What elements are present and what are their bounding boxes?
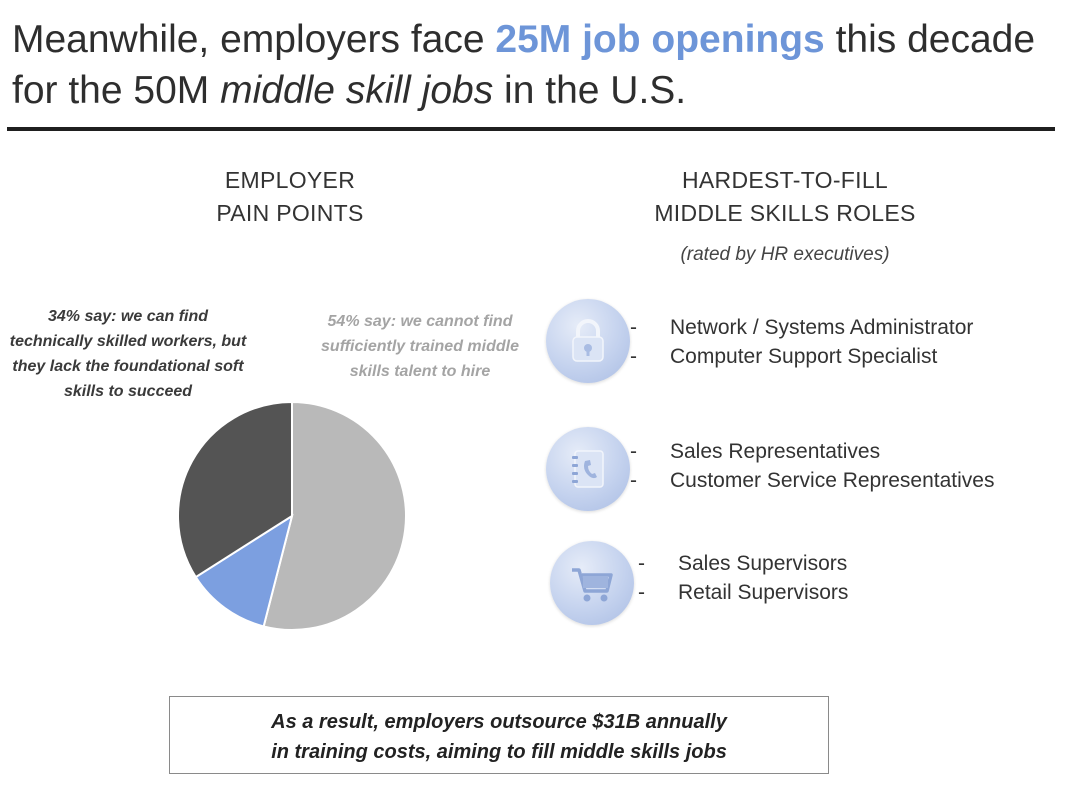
role-item: Customer Service Representatives [630, 466, 994, 495]
pie-slice-cannot-find-trained [262, 400, 407, 631]
role-list-it: Network / Systems Administrator Computer… [630, 313, 973, 371]
pain-points-heading-line2: PAIN POINTS [216, 200, 364, 226]
result-line-1: As a result, employers outsource $31B an… [271, 711, 727, 733]
lock-icon [546, 299, 630, 383]
result-line-2: in training costs, aiming to fill middle… [271, 741, 727, 763]
role-item: Retail Supervisors [638, 578, 848, 607]
pie-slice-lack-soft-skills [177, 400, 293, 579]
pie-slice-other [194, 513, 294, 628]
role-item: Network / Systems Administrator [630, 313, 973, 342]
result-callout-box: As a result, employers outsource $31B an… [169, 696, 829, 774]
roles-subheading: (rated by HR executives) [680, 244, 890, 265]
address-book-icon [546, 427, 630, 511]
title-divider [7, 127, 1055, 131]
pie-callout-soft-skills: 34% say: we can find technically skilled… [9, 308, 247, 400]
shopping-cart-icon [550, 541, 634, 625]
pain-points-heading: EMPLOYER PAIN POINTS [160, 164, 420, 230]
pain-points-pie-chart [177, 400, 407, 631]
roles-heading: HARDEST-TO-FILL MIDDLE SKILLS ROLES [590, 164, 980, 230]
pain-points-heading-line1: EMPLOYER [224, 167, 356, 193]
title-highlight: 25M job openings [495, 18, 825, 61]
role-item: Computer Support Specialist [630, 342, 973, 371]
role-item: Sales Supervisors [638, 549, 848, 578]
title-italic: middle skill jobs [220, 69, 494, 112]
title-mid: this decade for the 50M [12, 18, 1036, 112]
role-list-sales: Sales Representatives Customer Service R… [630, 437, 994, 495]
roles-heading-line1: HARDEST-TO-FILL [682, 167, 888, 193]
title-post: in the U.S. [493, 69, 687, 112]
roles-heading-line2: MIDDLE SKILLS ROLES [654, 200, 916, 226]
slide-title: Meanwhile, employers face 25M job openin… [12, 14, 1062, 116]
title-pre: Meanwhile, employers face [12, 18, 496, 61]
pie-callout-trained-talent: 54% say: we cannot find sufficiently tra… [321, 313, 519, 380]
role-list-supervisors: Sales Supervisors Retail Supervisors [638, 549, 848, 607]
role-item: Sales Representatives [630, 437, 994, 466]
